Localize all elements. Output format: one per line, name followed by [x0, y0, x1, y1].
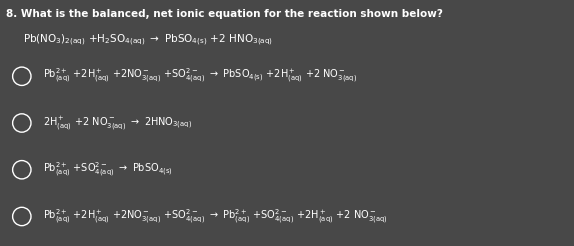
Text: 8. What is the balanced, net ionic equation for the reaction shown below?: 8. What is the balanced, net ionic equat… [6, 9, 443, 18]
Text: $\mathrm{Pb^{2+}_{(aq)}}$ $\mathrm{+ 2H^+_{(aq)}}$ $\mathrm{+ 2NO^-_{3(aq)}}$ $\: $\mathrm{Pb^{2+}_{(aq)}}$ $\mathrm{+ 2H^… [43, 207, 388, 226]
Text: $\mathrm{2H^+_{(aq)}}$ $\mathrm{+ 2\ NO^-_{3(aq)}}$ $\mathrm{\rightarrow}$ $\mat: $\mathrm{2H^+_{(aq)}}$ $\mathrm{+ 2\ NO^… [43, 114, 192, 132]
Text: $\mathrm{Pb^{2+}_{(aq)}}$ $\mathrm{+ SO^{2-}_{4(aq)}}$ $\mathrm{\rightarrow}$ $\: $\mathrm{Pb^{2+}_{(aq)}}$ $\mathrm{+ SO^… [43, 161, 173, 179]
Text: $\mathrm{Pb(NO_3)_{2(aq)}}$ $\mathrm{+H_2SO_{4(aq)}}$ $\mathrm{\rightarrow}$ $\m: $\mathrm{Pb(NO_3)_{2(aq)}}$ $\mathrm{+H_… [23, 33, 273, 48]
Text: $\mathrm{Pb^{2+}_{(aq)}}$ $\mathrm{+ 2H^+_{(aq)}}$ $\mathrm{+ 2NO^-_{3(aq)}}$ $\: $\mathrm{Pb^{2+}_{(aq)}}$ $\mathrm{+ 2H^… [43, 67, 357, 85]
